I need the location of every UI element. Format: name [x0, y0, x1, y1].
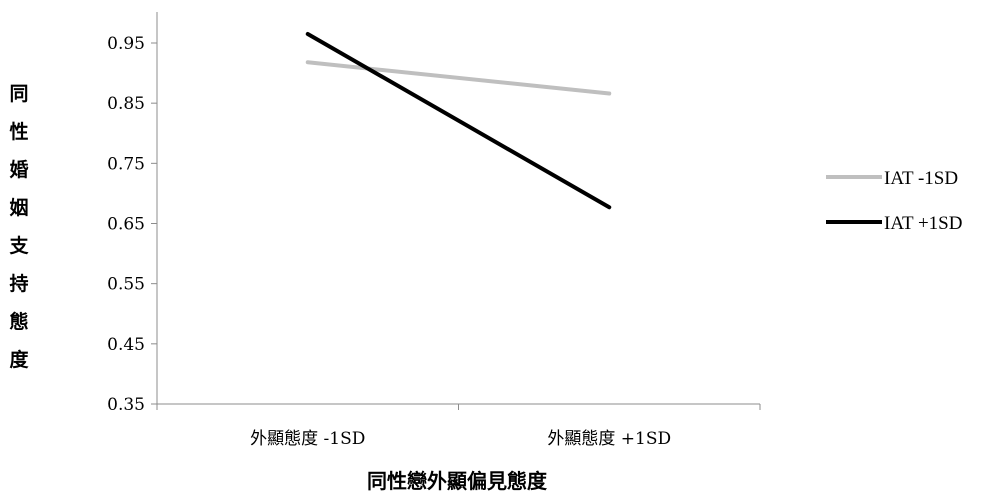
legend: IAT -1SD IAT +1SD [826, 168, 962, 234]
y-tick-label: 0.45 [107, 335, 145, 355]
y-axis-title-char: 姻 [9, 196, 28, 219]
y-axis: 0.95 0.85 0.75 0.65 0.55 0.45 0.35 [107, 12, 158, 415]
y-tick-label: 0.55 [107, 275, 145, 295]
legend-label: IAT -1SD [884, 168, 958, 189]
data-point [608, 206, 610, 208]
y-tick-label: 0.85 [107, 94, 145, 114]
y-axis-title-char: 婚 [9, 158, 28, 181]
x-tick-label: 外顯態度 -1SD [250, 429, 365, 449]
y-tick-label: 0.35 [107, 395, 145, 415]
x-axis: 外顯態度 -1SD 外顯態度 +1SD [156, 403, 761, 449]
y-tick-label: 0.95 [107, 34, 145, 54]
y-tick-label: 0.65 [107, 215, 145, 235]
x-tick-label: 外顯態度 +1SD [547, 429, 671, 449]
y-axis-title-char: 持 [9, 272, 28, 295]
x-axis-title: 同性戀外顯偏見態度 [367, 469, 548, 493]
y-axis-title-char: 態 [9, 310, 28, 333]
data-point [307, 61, 309, 63]
y-axis-title-char: 度 [9, 348, 29, 371]
series-line [305, 31, 612, 210]
y-tick-label: 0.75 [107, 154, 145, 174]
y-axis-title-char: 性 [9, 120, 28, 143]
y-axis-title-char: 支 [8, 235, 29, 257]
y-axis-title-char: 同 [9, 83, 28, 105]
data-point [307, 33, 309, 35]
series-line [305, 60, 612, 96]
series-layer [305, 31, 612, 210]
legend-label: IAT +1SD [884, 213, 962, 234]
data-point [608, 93, 610, 95]
